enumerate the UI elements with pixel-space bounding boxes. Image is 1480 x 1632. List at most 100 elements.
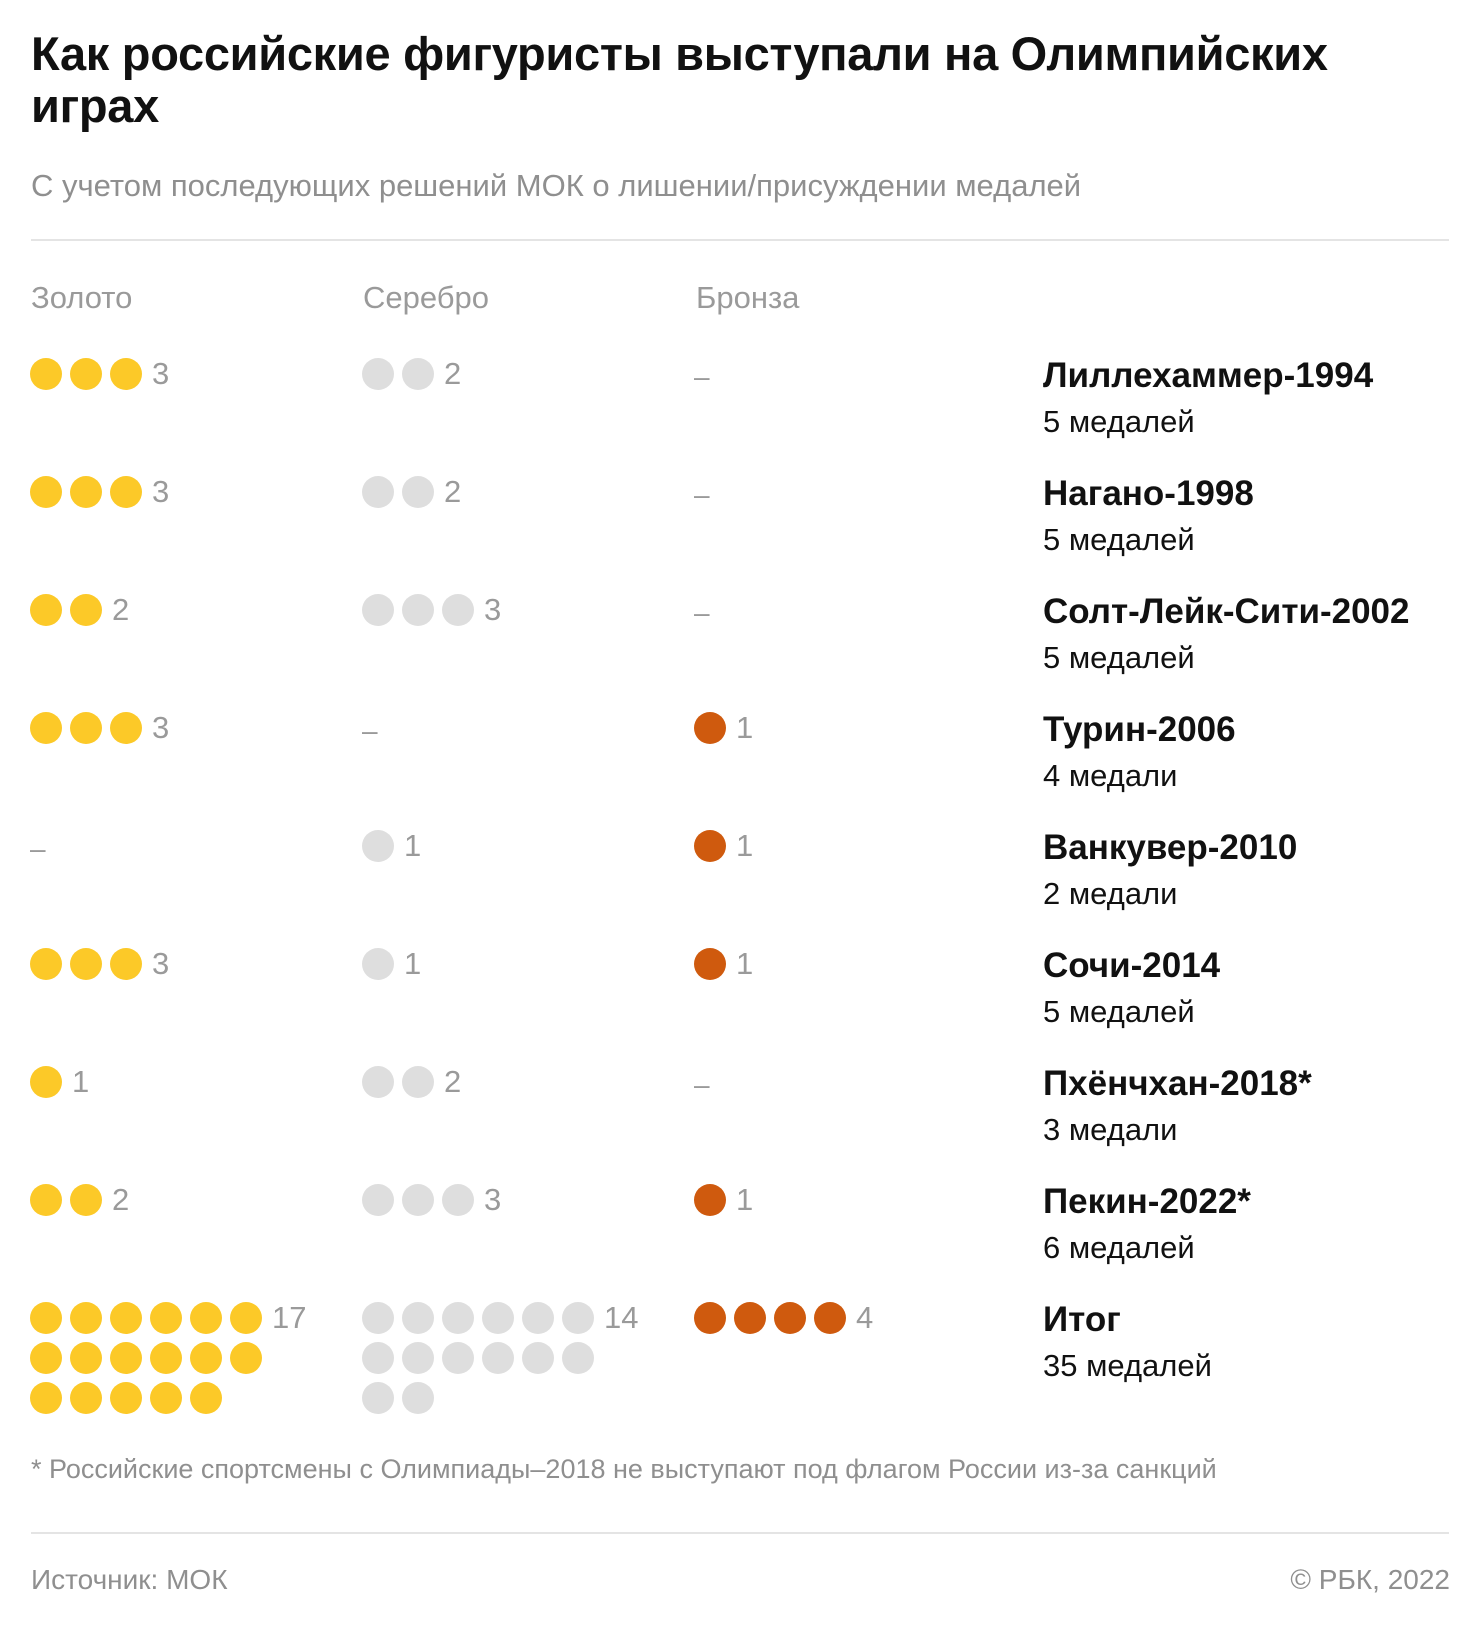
column-header-silver: Серебро <box>363 280 489 315</box>
top-divider <box>31 239 1449 241</box>
row-1-silver-count: 2 <box>444 474 462 509</box>
silver-medal-dot <box>362 830 394 862</box>
games-medal-total: 5 медалей <box>1043 640 1195 675</box>
row-3-bronze-count: 1 <box>736 710 754 745</box>
games-name: Турин-2006 <box>1043 710 1236 749</box>
silver-medal-dot <box>442 1342 474 1374</box>
silver-medal-dot <box>402 476 434 508</box>
copyright-label: © РБК, 2022 <box>1290 1564 1450 1595</box>
gold-medal-dot <box>150 1302 182 1334</box>
gold-medal-dot <box>70 712 102 744</box>
silver-medal-dot <box>402 1302 434 1334</box>
gold-medal-dot <box>150 1342 182 1374</box>
silver-medal-dot <box>522 1342 554 1374</box>
silver-medal-dot <box>362 358 394 390</box>
gold-medal-dot <box>30 1342 62 1374</box>
footnote: * Российские спортсмены с Олимпиады–2018… <box>31 1454 1217 1484</box>
chart-title: Как российские фигуристы выступали на Ол… <box>31 27 1328 132</box>
gold-medal-dot <box>70 1342 102 1374</box>
gold-medal-dot <box>110 476 142 508</box>
row-4-silver-count: 1 <box>404 828 422 863</box>
row-6-gold-count: 1 <box>72 1064 90 1099</box>
silver-medal-dot <box>482 1302 514 1334</box>
gold-medal-dot <box>70 594 102 626</box>
gold-medal-dot <box>30 594 62 626</box>
games-name: Сочи-2014 <box>1043 946 1221 985</box>
games-medal-total: 5 медалей <box>1043 522 1195 557</box>
silver-medal-dot <box>442 1302 474 1334</box>
gold-medal-dot <box>70 1302 102 1334</box>
gold-medal-dot <box>70 1382 102 1414</box>
gold-medal-dot <box>70 1184 102 1216</box>
silver-medal-dot <box>362 1382 394 1414</box>
silver-medal-dot <box>402 1342 434 1374</box>
silver-medal-dot <box>362 1066 394 1098</box>
row-5-bronze-count: 1 <box>736 946 754 981</box>
gold-medal-dot <box>110 1382 142 1414</box>
gold-medal-dot <box>30 712 62 744</box>
gold-medal-dot <box>230 1342 262 1374</box>
bronze-medal-dot <box>694 712 726 744</box>
row-total-gold-count: 17 <box>272 1300 307 1335</box>
games-medal-total: 6 медалей <box>1043 1230 1195 1265</box>
gold-medal-dot <box>70 948 102 980</box>
games-name: Пхёнчхан-2018* <box>1043 1064 1312 1103</box>
games-name: Нагано-1998 <box>1043 474 1254 513</box>
silver-medal-dot <box>402 594 434 626</box>
games-name: Пекин-2022* <box>1043 1182 1251 1221</box>
source-label: Источник: МОК <box>31 1564 228 1595</box>
column-header-gold: Золото <box>31 280 133 315</box>
gold-medal-dot <box>30 1066 62 1098</box>
gold-medal-dot <box>70 358 102 390</box>
silver-medal-dot <box>362 476 394 508</box>
row-7-gold-count: 2 <box>112 1182 130 1217</box>
row-5-silver-count: 1 <box>404 946 422 981</box>
gold-medal-dot <box>110 1342 142 1374</box>
silver-medal-dot <box>442 1184 474 1216</box>
gold-medal-dot <box>110 1302 142 1334</box>
gold-medal-dot <box>190 1382 222 1414</box>
games-name: Лиллехаммер-1994 <box>1043 356 1374 395</box>
row-2-bronze-empty: – <box>694 597 710 628</box>
games-medal-total: 5 медалей <box>1043 404 1195 439</box>
row-2-gold-count: 2 <box>112 592 130 627</box>
silver-medal-dot <box>362 1342 394 1374</box>
row-1-bronze-empty: – <box>694 479 710 510</box>
silver-medal-dot <box>402 1184 434 1216</box>
row-1-gold-count: 3 <box>152 474 170 509</box>
row-7-bronze-count: 1 <box>736 1182 754 1217</box>
row-total-silver-count: 14 <box>604 1300 639 1335</box>
silver-medal-dot <box>402 1382 434 1414</box>
bronze-medal-dot <box>774 1302 806 1334</box>
row-6-bronze-empty: – <box>694 1069 710 1100</box>
games-name: Солт-Лейк-Сити-2002 <box>1043 592 1410 631</box>
gold-medal-dot <box>110 712 142 744</box>
games-name: Ванкувер-2010 <box>1043 828 1298 867</box>
bronze-medal-dot <box>694 1184 726 1216</box>
games-name: Итог <box>1043 1300 1121 1339</box>
silver-medal-dot <box>442 594 474 626</box>
gold-medal-dot <box>70 476 102 508</box>
row-3-gold-count: 3 <box>152 710 170 745</box>
row-7-silver-count: 3 <box>484 1182 502 1217</box>
games-medal-total: 35 медалей <box>1043 1348 1212 1383</box>
silver-medal-dot <box>402 1066 434 1098</box>
gold-medal-dot <box>30 1382 62 1414</box>
gold-medal-dot <box>110 948 142 980</box>
gold-medal-dot <box>150 1382 182 1414</box>
row-6-silver-count: 2 <box>444 1064 462 1099</box>
games-medal-total: 3 медали <box>1043 1112 1178 1147</box>
gold-medal-dot <box>30 1184 62 1216</box>
silver-medal-dot <box>362 1184 394 1216</box>
row-total-bronze-count: 4 <box>856 1300 874 1335</box>
silver-medal-dot <box>482 1342 514 1374</box>
silver-medal-dot <box>362 948 394 980</box>
row-5-gold-count: 3 <box>152 946 170 981</box>
chart-subtitle: С учетом последующих решений МОК о лишен… <box>31 168 1082 203</box>
gold-medal-dot <box>230 1302 262 1334</box>
bronze-medal-dot <box>814 1302 846 1334</box>
games-medal-total: 4 медали <box>1043 758 1178 793</box>
row-4-gold-empty: – <box>30 833 46 864</box>
silver-medal-dot <box>362 1302 394 1334</box>
